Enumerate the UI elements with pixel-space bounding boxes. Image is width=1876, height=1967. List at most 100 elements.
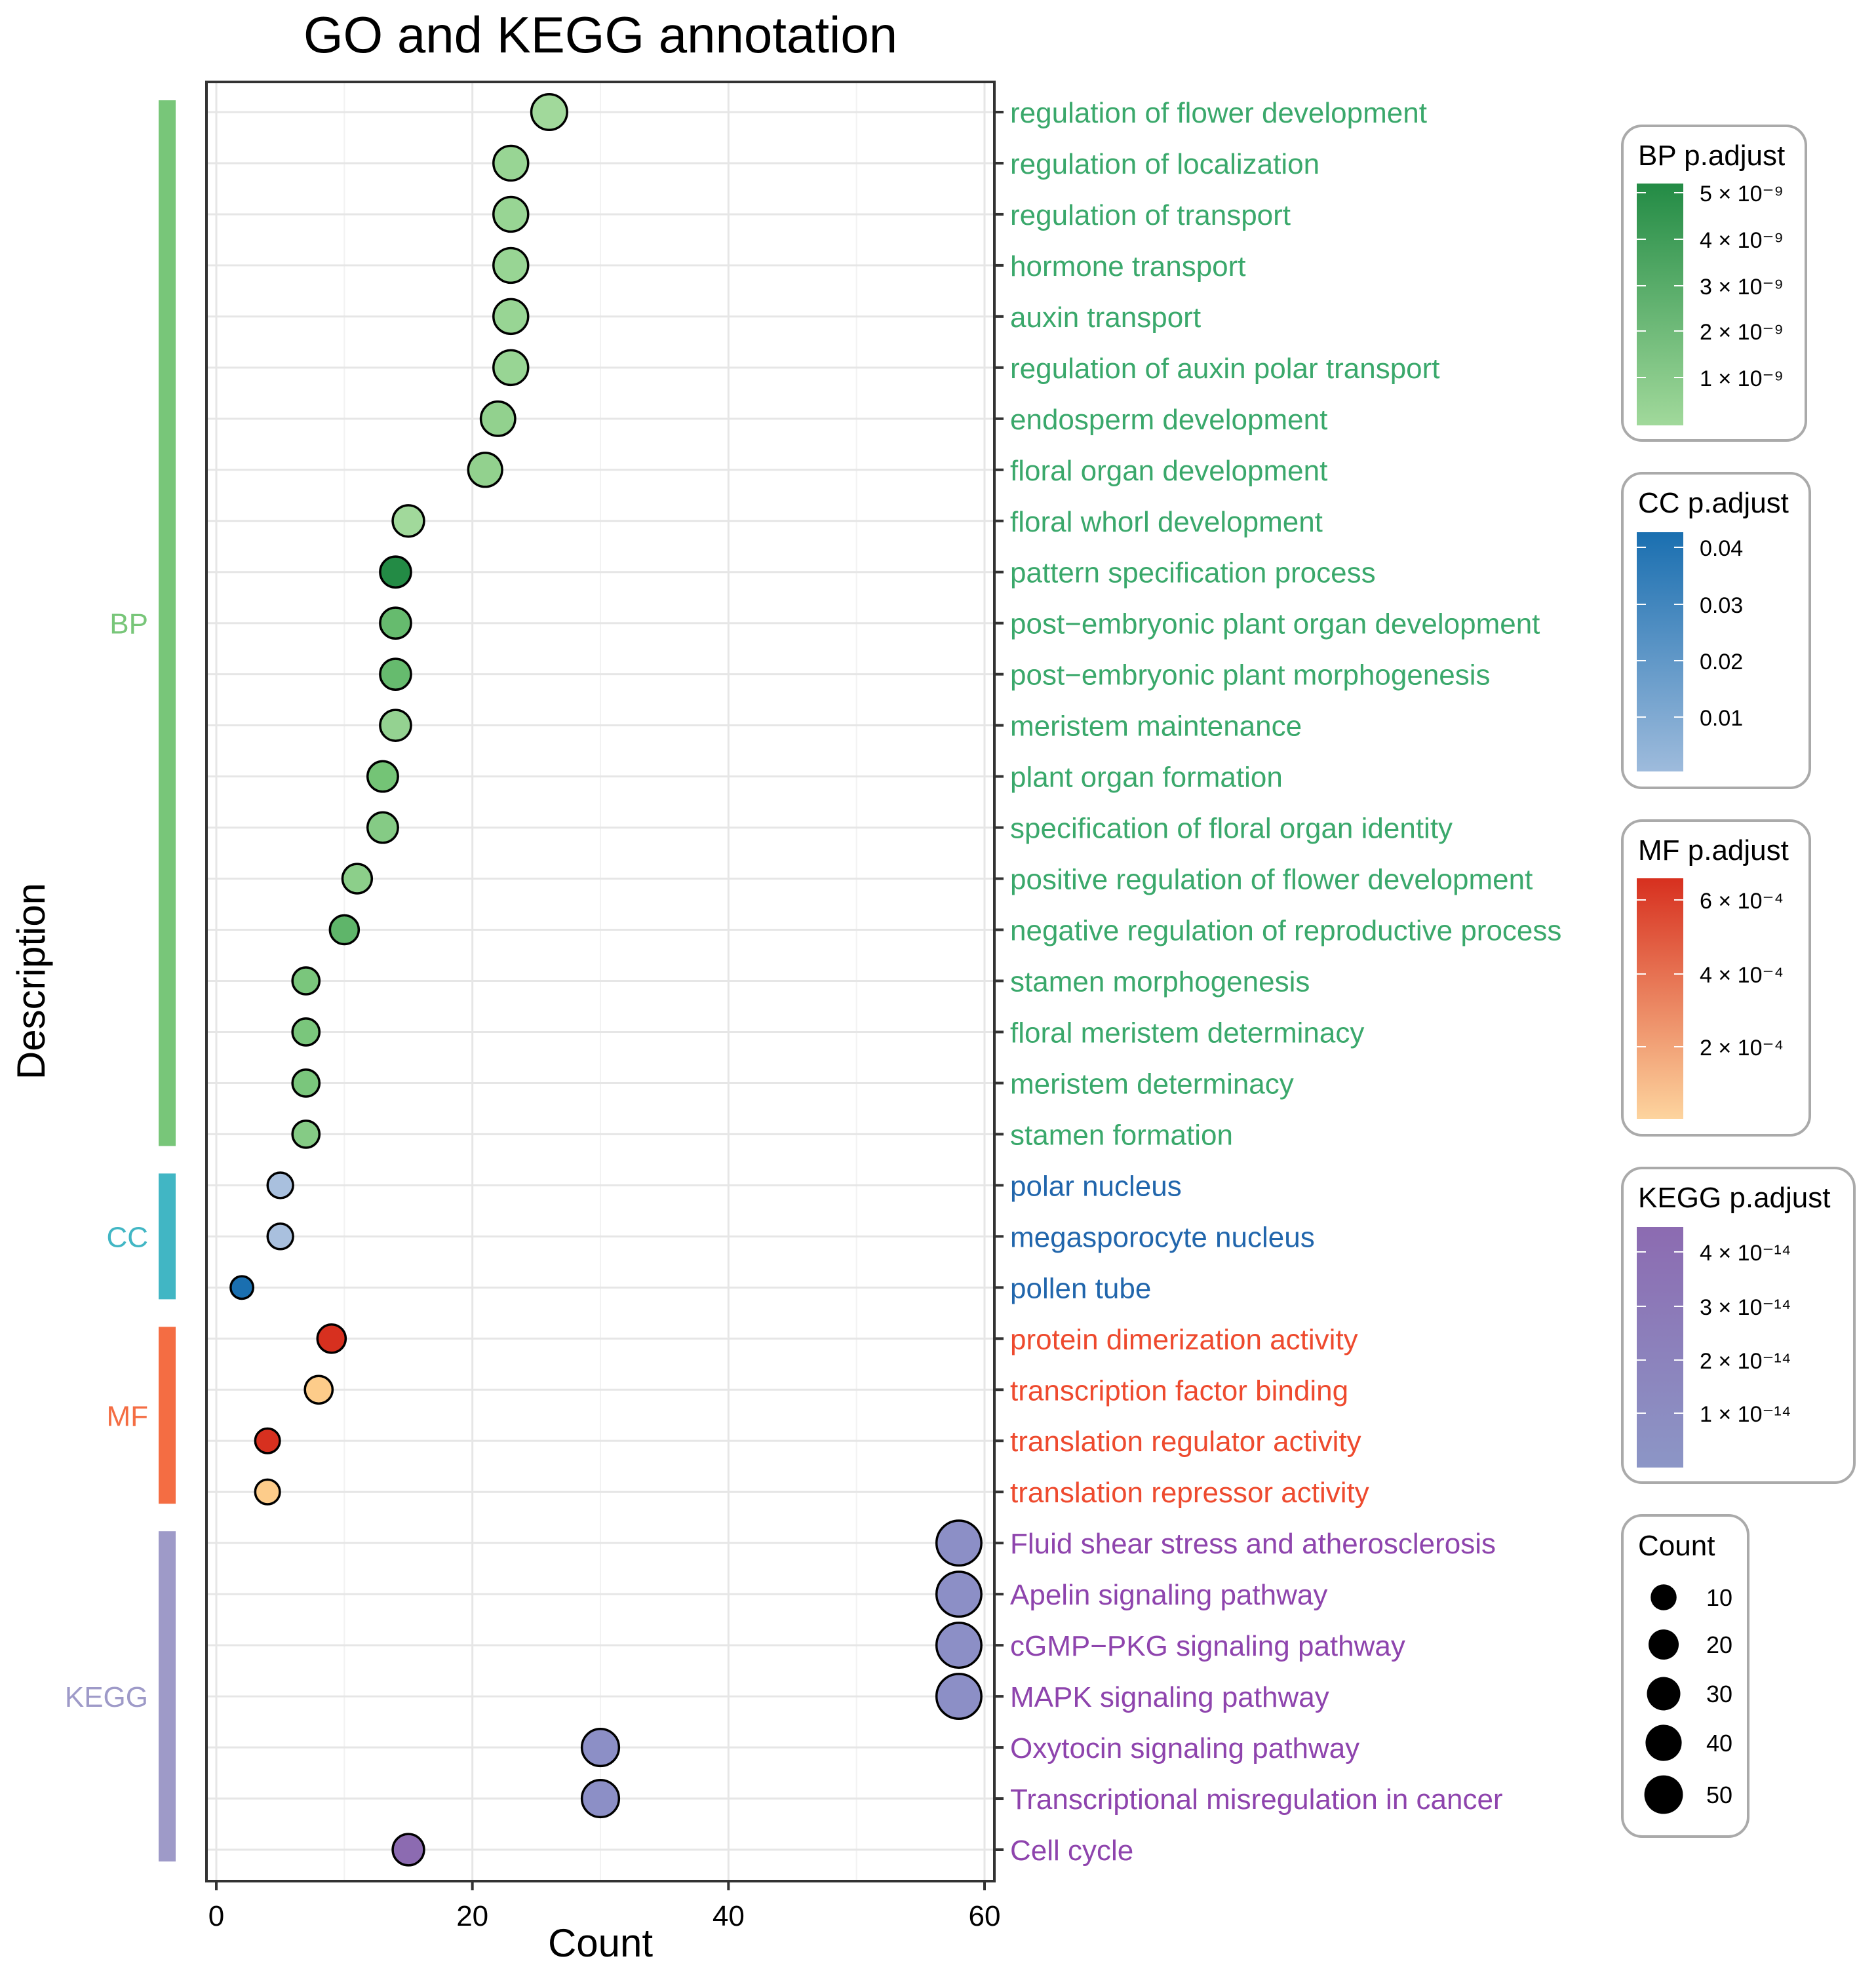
- data-point: [379, 606, 412, 640]
- group-label-mf: MF: [106, 1400, 148, 1432]
- colorbar-tick-label: 2 × 10⁻⁹: [1700, 320, 1784, 345]
- data-point: [366, 760, 399, 793]
- data-points: [229, 92, 983, 1867]
- size-legend-label: 40: [1706, 1730, 1732, 1757]
- size-legend-label: 50: [1706, 1782, 1732, 1808]
- data-point: [254, 1478, 281, 1506]
- colorbar-tick-label: 0.02: [1700, 650, 1743, 674]
- data-point: [580, 1727, 621, 1768]
- legend-colorbar: [1637, 878, 1683, 1119]
- y-tick-label: Fluid shear stress and atherosclerosis: [1010, 1528, 1496, 1560]
- grid-lines: [206, 82, 994, 1881]
- y-tick-label: endosperm development: [1010, 404, 1327, 436]
- data-point: [291, 966, 321, 996]
- data-point: [935, 1570, 983, 1618]
- data-point: [303, 1374, 334, 1405]
- colorbar-tick-label: 6 × 10⁻⁴: [1700, 889, 1784, 914]
- y-tick-label: regulation of transport: [1010, 199, 1291, 231]
- y-axis-title: Description: [9, 883, 53, 1080]
- colorbar-tick-label: 2 × 10⁻¹⁴: [1700, 1349, 1791, 1374]
- colorbar-tick-label: 2 × 10⁻⁴: [1700, 1036, 1784, 1061]
- y-tick-label: Cell cycle: [1010, 1835, 1133, 1867]
- group-strip-cc: [159, 1173, 176, 1300]
- size-legend-dot: [1651, 1584, 1677, 1610]
- y-tick-label: auxin transport: [1010, 302, 1201, 334]
- size-legend-dot: [1645, 1724, 1682, 1761]
- data-point: [492, 298, 530, 336]
- data-point: [266, 1171, 294, 1199]
- colorbar-tick-label: 5 × 10⁻⁹: [1700, 182, 1784, 206]
- data-point: [479, 400, 517, 437]
- colorbar-tick-label: 3 × 10⁻⁹: [1700, 275, 1784, 300]
- data-point: [229, 1275, 254, 1300]
- legend-colorbar: [1637, 1227, 1683, 1468]
- data-point: [492, 246, 530, 284]
- y-tick-label: translation repressor activity: [1010, 1477, 1369, 1509]
- data-point: [935, 1519, 983, 1567]
- group-strip-bp: [159, 100, 176, 1146]
- data-point: [391, 1833, 425, 1867]
- chart-title: GO and KEGG annotation: [303, 6, 897, 64]
- x-tick-label: 40: [713, 1900, 745, 1932]
- y-tick-label: specification of floral organ identity: [1010, 813, 1453, 845]
- colorbar-tick-label: 0.03: [1700, 593, 1743, 618]
- x-tick-label: 60: [969, 1900, 1001, 1932]
- group-label-cc: CC: [106, 1221, 148, 1253]
- y-tick-label: stamen morphogenesis: [1010, 966, 1310, 998]
- data-point: [328, 914, 361, 946]
- data-point: [379, 657, 412, 691]
- size-legend-dot: [1647, 1677, 1681, 1711]
- group-label-kegg: KEGG: [65, 1681, 148, 1713]
- data-point: [366, 811, 399, 844]
- data-point: [379, 555, 412, 589]
- y-tick-label: post−embryonic plant morphogenesis: [1010, 659, 1491, 691]
- x-axis-title: Count: [548, 1921, 653, 1965]
- y-tick-label: floral whorl development: [1010, 506, 1323, 538]
- y-tick-label: floral organ development: [1010, 455, 1327, 487]
- y-tick-label: cGMP−PKG signaling pathway: [1010, 1630, 1405, 1662]
- data-point: [254, 1427, 281, 1454]
- y-tick-label: megasporocyte nucleus: [1010, 1221, 1315, 1253]
- x-tick-label: 0: [208, 1900, 224, 1932]
- data-point: [291, 1068, 321, 1098]
- y-tick-label: plant organ formation: [1010, 762, 1283, 794]
- y-tick-label: post−embryonic plant organ development: [1010, 608, 1540, 640]
- data-point: [467, 452, 503, 488]
- legend-colorbar: [1637, 184, 1683, 425]
- y-tick-label: Apelin signaling pathway: [1010, 1579, 1327, 1611]
- colorbar-tick-label: 1 × 10⁻¹⁴: [1700, 1402, 1791, 1427]
- data-point: [266, 1222, 294, 1251]
- data-point: [530, 92, 568, 132]
- y-tick-label: regulation of auxin polar transport: [1010, 353, 1440, 385]
- data-point: [492, 349, 530, 387]
- y-tick-label: regulation of localization: [1010, 148, 1319, 180]
- colorbar-tick-label: 0.04: [1700, 536, 1743, 561]
- y-tick-label: transcription factor binding: [1010, 1374, 1348, 1407]
- data-point: [316, 1323, 347, 1354]
- y-tick-label: protein dimerization activity: [1010, 1323, 1358, 1355]
- size-legend-label: 30: [1706, 1681, 1732, 1707]
- y-tick-label: Oxytocin signaling pathway: [1010, 1732, 1359, 1764]
- data-point: [492, 195, 530, 233]
- data-point: [291, 1120, 321, 1149]
- group-strips: BP CC MF KEGG: [65, 100, 176, 1861]
- size-legend-label: 10: [1706, 1584, 1732, 1611]
- y-tick-label: meristem determinacy: [1010, 1068, 1294, 1100]
- group-strip-mf: [159, 1327, 176, 1504]
- data-point: [580, 1778, 621, 1819]
- legends: BP p.adjust 5 × 10⁻⁹ 4 × 10⁻⁹ 3 × 10⁻⁹ 2 × 1…: [1621, 125, 1856, 1838]
- data-point: [379, 709, 412, 742]
- y-tick-label: translation regulator activity: [1010, 1426, 1361, 1458]
- legend-colorbar: [1637, 532, 1683, 771]
- legend-title: MF p.adjust: [1638, 834, 1789, 867]
- y-tick-label: floral meristem determinacy: [1010, 1017, 1364, 1049]
- colorbar-tick-label: 4 × 10⁻⁹: [1700, 228, 1784, 253]
- y-tick-label: MAPK signaling pathway: [1010, 1681, 1329, 1713]
- data-point: [935, 1673, 983, 1721]
- colorbar-tick-label: 3 × 10⁻¹⁴: [1700, 1295, 1791, 1320]
- legend-title: BP p.adjust: [1638, 140, 1785, 172]
- x-axis: 0 20 40 60: [208, 1881, 1001, 1932]
- y-tick-label: pollen tube: [1010, 1272, 1151, 1304]
- y-tick-label: meristem maintenance: [1010, 711, 1302, 743]
- colorbar-tick-label: 4 × 10⁻⁴: [1700, 963, 1784, 988]
